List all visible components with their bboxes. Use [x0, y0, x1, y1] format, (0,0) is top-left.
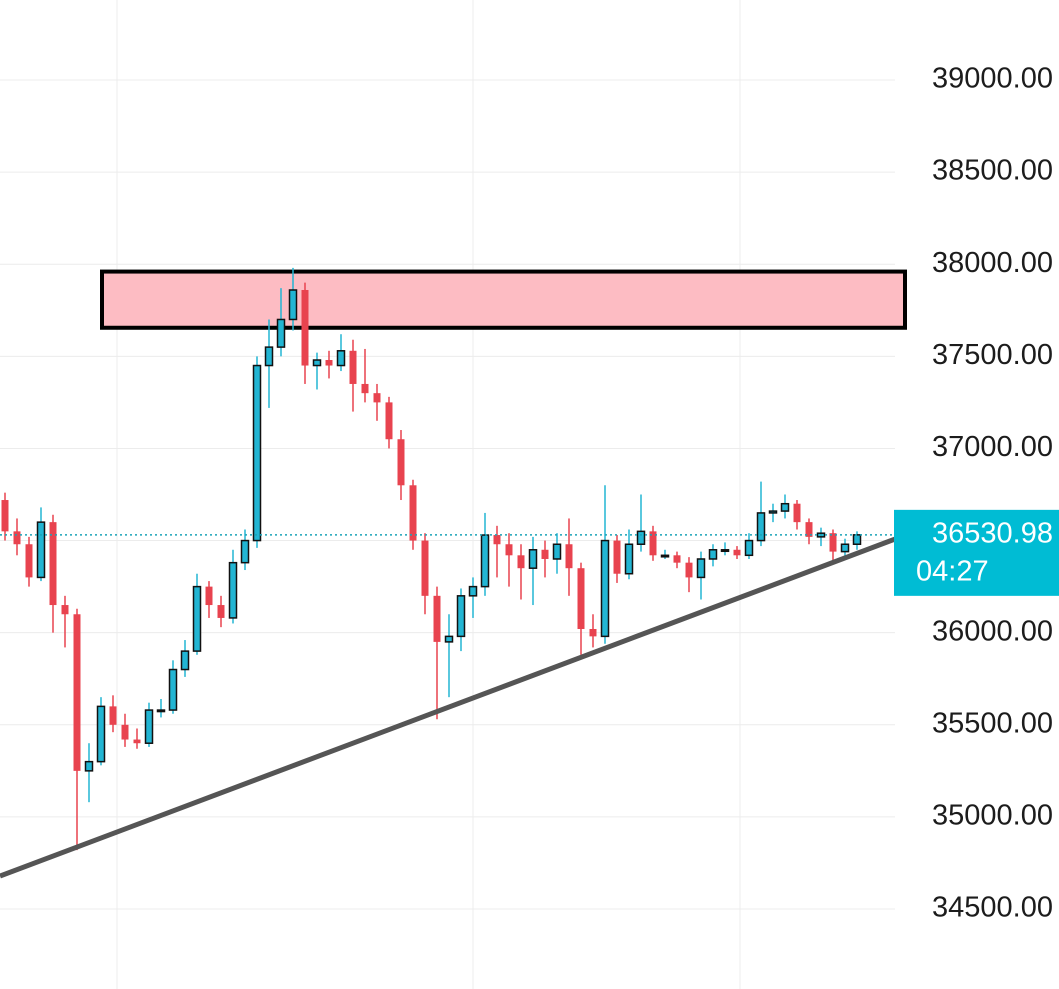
last-price-box — [894, 509, 1059, 596]
candle-body — [456, 595, 466, 638]
candle-body — [733, 549, 741, 556]
candle-body — [217, 605, 225, 618]
candle-body — [468, 585, 478, 597]
candle-body — [660, 554, 670, 558]
y-tick-label: 37000.00 — [932, 431, 1053, 463]
candle-body — [84, 760, 94, 772]
candle-body — [73, 614, 81, 771]
y-tick-label: 38000.00 — [932, 247, 1053, 279]
candle-body — [168, 668, 178, 711]
candle-body — [144, 709, 154, 744]
candle-body — [240, 539, 250, 564]
candle-body — [192, 585, 202, 652]
candle-body — [133, 739, 141, 744]
candle-body — [312, 359, 322, 367]
candle-body — [708, 549, 718, 560]
candle-body — [421, 540, 429, 596]
candle-body — [673, 555, 681, 563]
candle-body — [649, 531, 657, 556]
y-tick-label: 39000.00 — [932, 63, 1053, 95]
y-tick-label: 35000.00 — [932, 800, 1053, 832]
candle-body — [252, 364, 262, 542]
candle-body — [756, 512, 766, 542]
candle-body — [565, 544, 573, 569]
y-tick-label: 36000.00 — [932, 615, 1053, 647]
candle-body — [325, 360, 333, 366]
candle-body — [444, 635, 454, 643]
candle-body — [780, 502, 790, 512]
candle-body — [156, 709, 166, 713]
candle-body — [276, 318, 286, 348]
candle-body — [517, 555, 525, 569]
candle-body — [228, 561, 238, 619]
candle-body — [349, 350, 357, 384]
candle-body — [696, 558, 706, 579]
candle-body — [829, 533, 837, 552]
candle-body — [840, 543, 850, 553]
candle-body — [409, 485, 417, 541]
countdown-label: 04:27 — [916, 556, 989, 588]
candle-body — [613, 540, 621, 574]
candle-body — [685, 562, 693, 578]
y-tick-label: 34500.00 — [932, 892, 1053, 924]
candle-body — [589, 628, 597, 637]
candle-body — [793, 503, 801, 523]
candle-body — [768, 510, 778, 514]
candle-body — [480, 534, 490, 588]
candle-body — [361, 383, 369, 394]
candle-body — [205, 586, 213, 606]
candle-body — [264, 346, 274, 367]
candle-body — [36, 521, 46, 579]
candle-body — [96, 705, 106, 763]
candle-body — [541, 549, 549, 559]
trendline — [0, 536, 896, 879]
candle-body — [336, 350, 346, 367]
y-tick-label: 35500.00 — [932, 707, 1053, 739]
candle-body — [624, 543, 634, 575]
candle-body — [505, 544, 513, 556]
candle-body — [385, 402, 393, 440]
candle-body — [636, 530, 646, 545]
candle-body — [528, 549, 538, 569]
candle-body — [13, 531, 21, 545]
candle-body — [180, 650, 190, 671]
candle-body — [577, 568, 585, 629]
candle-body — [852, 534, 862, 545]
candle-body — [121, 724, 129, 740]
candle-body — [373, 393, 381, 403]
candle-body — [552, 543, 562, 560]
candle-body — [1, 500, 9, 532]
candle-body — [49, 522, 57, 606]
candle-body — [25, 544, 33, 578]
candle-body — [397, 439, 405, 486]
y-tick-label: 37500.00 — [932, 339, 1053, 371]
candle-body — [433, 595, 441, 642]
candle-body — [288, 289, 298, 321]
resistance-zone — [100, 269, 907, 330]
candle-body — [720, 549, 730, 553]
candle-body — [600, 539, 610, 638]
candle-body — [493, 535, 501, 545]
candle-body — [109, 706, 117, 725]
candle-body — [301, 289, 309, 366]
candle-body — [805, 522, 813, 537]
candle-body — [61, 605, 69, 615]
last-price-label: 36530.98 — [932, 518, 1053, 550]
candle-body — [744, 539, 754, 557]
y-tick-label: 38500.00 — [932, 155, 1053, 187]
